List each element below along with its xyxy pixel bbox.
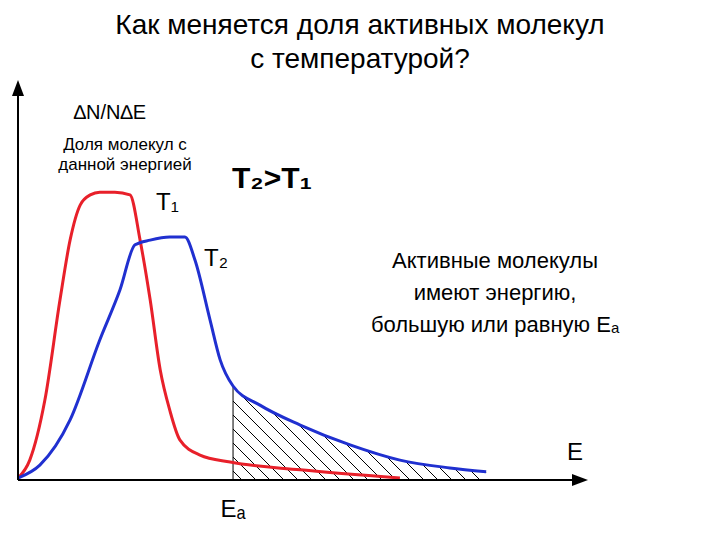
html-text:T₂: T₂ [204, 244, 228, 271]
html-text:E: E [567, 438, 583, 465]
html-text:T₂>T₁: T₂>T₁ [232, 161, 312, 194]
html-text:∆N/N∆E: ∆N/N∆E [73, 101, 147, 123]
html-text:T₁: T₁ [156, 188, 179, 215]
html-text:Активные молекулы имеют энерги: Активные молекулы имеют энергию, большую… [370, 248, 620, 337]
svg-text:Eₐ: Eₐ [221, 495, 247, 522]
html-text:Как меняется доля активных мол: Как меняется доля активных молекул с тем… [115, 9, 605, 74]
html-text:Доля молекул с данной энергией: Доля молекул с данной энергией [58, 135, 192, 175]
